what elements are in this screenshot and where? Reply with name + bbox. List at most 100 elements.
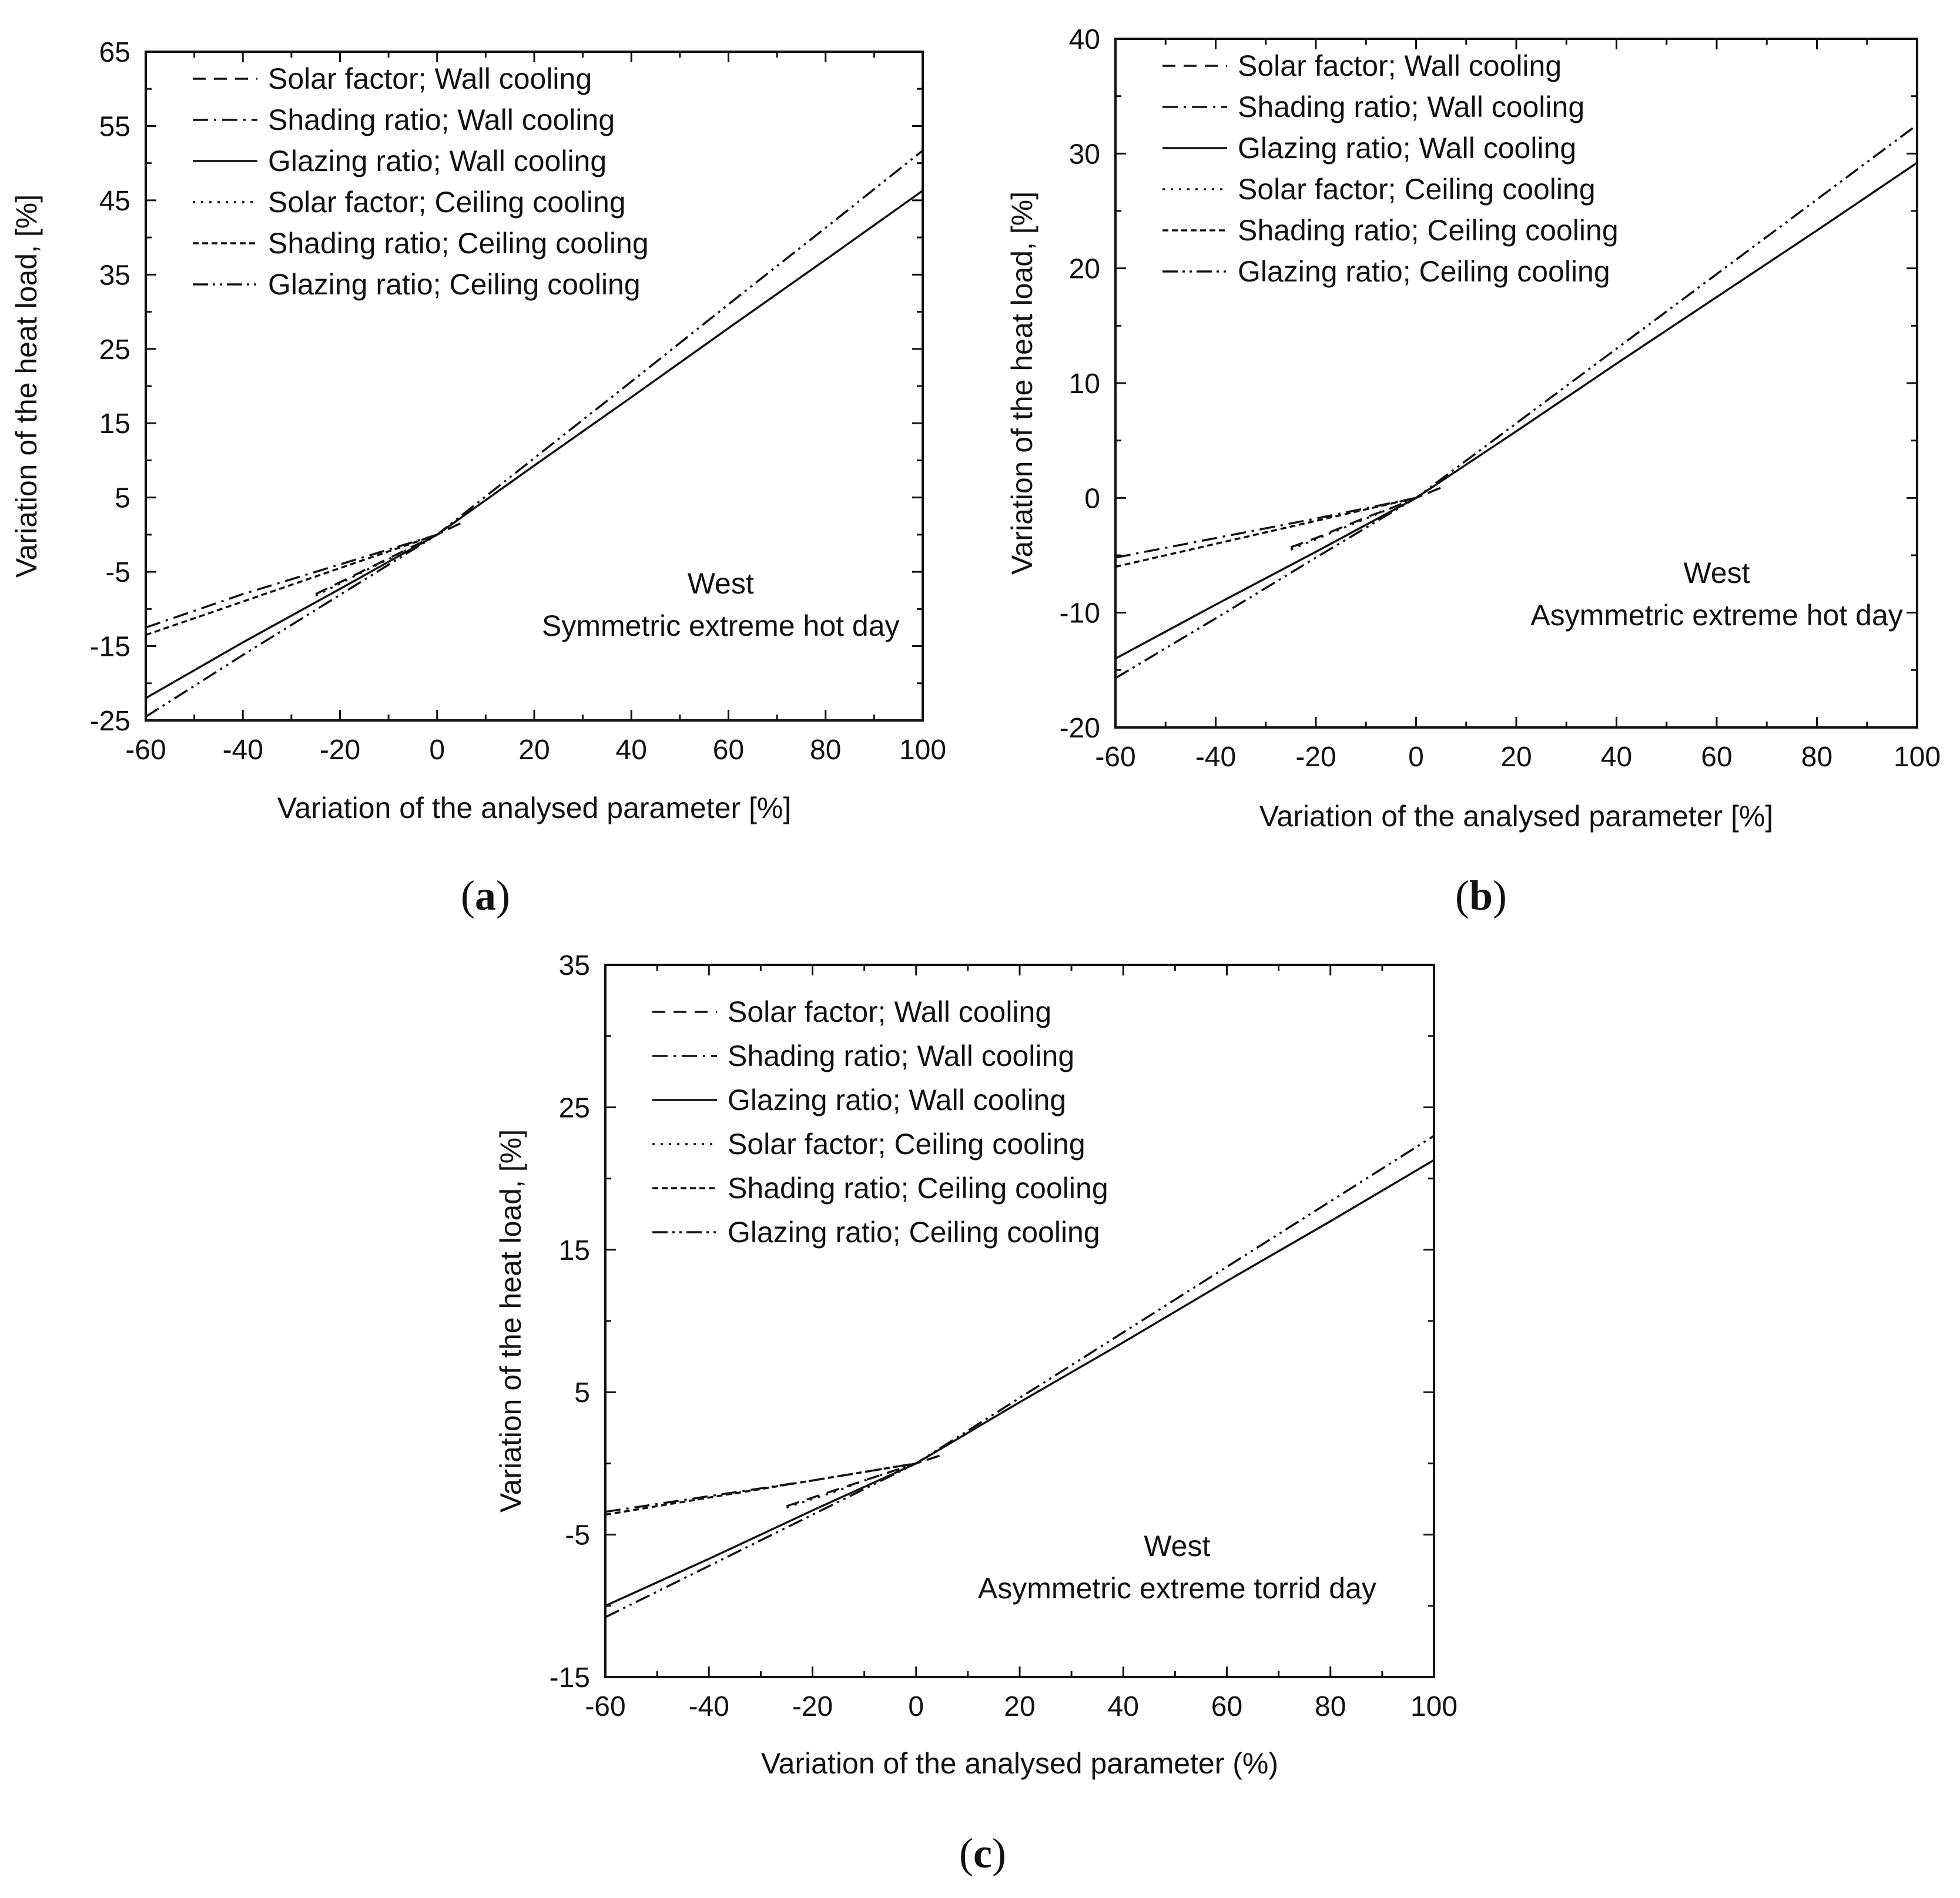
y-tick-label: -5 — [565, 1520, 590, 1551]
chart-panel-b: -60 -40 -20 0 20 40 60 80 100 -20 -10 0 10 20 30 40 Vari… — [1006, 24, 1941, 919]
panel-caption: (c) — [959, 1830, 1006, 1877]
y-tick-label: 30 — [1069, 139, 1100, 170]
y-tick-label: 20 — [1069, 254, 1100, 285]
legend-label: Glazing ratio; Wall cooling — [728, 1084, 1066, 1116]
series-line-5 — [605, 1462, 917, 1516]
x-tick-label: 20 — [1004, 1691, 1035, 1722]
y-axis-title: Variation of the heat load, [%] — [10, 195, 43, 578]
x-tick-label: 20 — [1500, 742, 1532, 773]
legend-label: Solar factor; Wall cooling — [268, 62, 592, 95]
legend-label: Solar factor; Wall cooling — [728, 995, 1051, 1028]
series-line-4 — [786, 1454, 943, 1509]
legend-label: Solar factor; Wall cooling — [1238, 49, 1562, 82]
series-group — [146, 149, 923, 718]
legend-label: Glazing ratio; Ceiling cooling — [728, 1216, 1100, 1249]
legend-label: Shading ratio; Wall cooling — [268, 103, 615, 136]
x-axis-title: Variation of the analysed parameter [%] — [1259, 800, 1774, 833]
x-tick-label: 40 — [616, 735, 647, 766]
y-tick-label: 15 — [559, 1235, 590, 1266]
y-tick-label: 5 — [115, 483, 130, 514]
x-tick-label: 60 — [1701, 742, 1732, 773]
y-tick-label: 40 — [1069, 24, 1100, 55]
y-tick-label: 25 — [559, 1092, 590, 1124]
y-tick-label: 0 — [1084, 483, 1100, 514]
x-tick-label: 0 — [429, 735, 445, 766]
panel-caption: (a) — [461, 872, 510, 919]
x-tick-label: -40 — [689, 1691, 729, 1722]
x-tick-label: 0 — [908, 1691, 924, 1722]
series-line-2 — [1115, 497, 1416, 559]
legend-label: Shading ratio; Wall cooling — [728, 1039, 1074, 1072]
x-tick-label: 80 — [1315, 1691, 1346, 1722]
legend-label: Glazing ratio; Ceiling cooling — [268, 268, 641, 301]
series-line-6 — [605, 1135, 1434, 1618]
x-tick-label: -60 — [125, 735, 166, 766]
legend-label: Solar factor; Ceiling cooling — [1238, 173, 1596, 206]
y-tick-label: -15 — [90, 632, 130, 663]
x-tick-label: 20 — [518, 735, 550, 766]
x-tick-label: 40 — [1601, 742, 1632, 773]
y-axis-title: Variation of the heat load, [%] — [494, 1129, 527, 1513]
series-line-3 — [605, 1159, 1434, 1607]
series-line-5 — [1115, 497, 1416, 568]
x-tick-label: 60 — [1211, 1691, 1242, 1722]
annotation-direction: West — [1684, 556, 1750, 589]
y-tick-label: -20 — [1060, 713, 1100, 744]
y-tick-label: 55 — [99, 111, 130, 142]
legend-label: Shading ratio; Ceiling cooling — [728, 1172, 1108, 1205]
x-tick-label: -20 — [1295, 742, 1336, 773]
chart-panel-c: -60 -40 -20 0 20 40 60 80 100 -15 -5 5 15 25 35 Variati… — [494, 950, 1458, 1877]
legend-label: Glazing ratio; Wall cooling — [1238, 132, 1576, 165]
x-tick-label: -40 — [223, 735, 263, 766]
y-tick-label: 45 — [99, 186, 130, 217]
annotation-direction: West — [688, 567, 754, 600]
x-tick-label: -40 — [1195, 742, 1236, 773]
series-line-5 — [146, 534, 438, 636]
chart-panel-a: -60 -40 -20 0 20 40 60 80 100 -25 -15 -5 5 15 25 35 45 55… — [10, 37, 946, 919]
y-tick-label: -15 — [550, 1662, 590, 1694]
series-line-2 — [605, 1462, 917, 1513]
y-tick-label: -10 — [1060, 598, 1100, 629]
x-tick-label: -60 — [585, 1691, 625, 1722]
series-line-3 — [146, 190, 923, 699]
x-tick-label: -20 — [320, 735, 360, 766]
series-line-6 — [146, 149, 923, 718]
y-tick-label: -25 — [90, 706, 130, 737]
x-tick-label: -60 — [1095, 742, 1135, 773]
y-tick-label: 65 — [99, 37, 130, 68]
x-tick-label: 60 — [713, 735, 744, 766]
x-tick-label: -20 — [792, 1691, 833, 1722]
x-tick-label: 40 — [1108, 1691, 1139, 1722]
x-tick-label: 0 — [1408, 742, 1424, 773]
series-line-2 — [146, 534, 438, 629]
x-tick-label: 100 — [899, 735, 946, 766]
x-axis-title: Variation of the analysed parameter [%] — [277, 792, 792, 824]
x-tick-label: 100 — [1410, 1691, 1458, 1722]
x-tick-label: 100 — [1894, 742, 1941, 773]
y-tick-label: 35 — [99, 260, 130, 291]
legend-label: Shading ratio; Ceiling cooling — [1238, 214, 1619, 247]
y-axis-title: Variation of the heat load, [%] — [1006, 192, 1038, 575]
y-tick-label: 10 — [1069, 368, 1100, 400]
y-tick-label: 25 — [99, 334, 130, 365]
legend-label: Solar factor; Ceiling cooling — [268, 186, 626, 219]
legend-label: Solar factor; Ceiling cooling — [728, 1128, 1085, 1161]
series-line-3 — [1115, 162, 1917, 660]
x-tick-label: 80 — [1801, 742, 1832, 773]
series-group — [1115, 124, 1917, 679]
panel-caption: (b) — [1455, 872, 1507, 919]
y-tick-label: -5 — [105, 557, 130, 588]
series-group — [605, 1135, 1434, 1618]
legend-label: Shading ratio; Wall cooling — [1238, 90, 1584, 123]
annotation-condition: Asymmetric extreme hot day — [1530, 599, 1903, 632]
annotation-condition: Symmetric extreme hot day — [542, 609, 900, 642]
annotation-condition: Asymmetric extreme torrid day — [978, 1572, 1376, 1605]
y-tick-label: 35 — [559, 950, 590, 981]
legend-label: Glazing ratio; Wall cooling — [268, 145, 607, 177]
x-axis-title: Variation of the analysed parameter (%) — [761, 1747, 1278, 1780]
x-tick-label: 80 — [810, 735, 841, 766]
y-tick-label: 15 — [99, 408, 130, 440]
y-tick-label: 5 — [574, 1377, 590, 1409]
legend-label: Glazing ratio; Ceiling cooling — [1238, 255, 1610, 288]
